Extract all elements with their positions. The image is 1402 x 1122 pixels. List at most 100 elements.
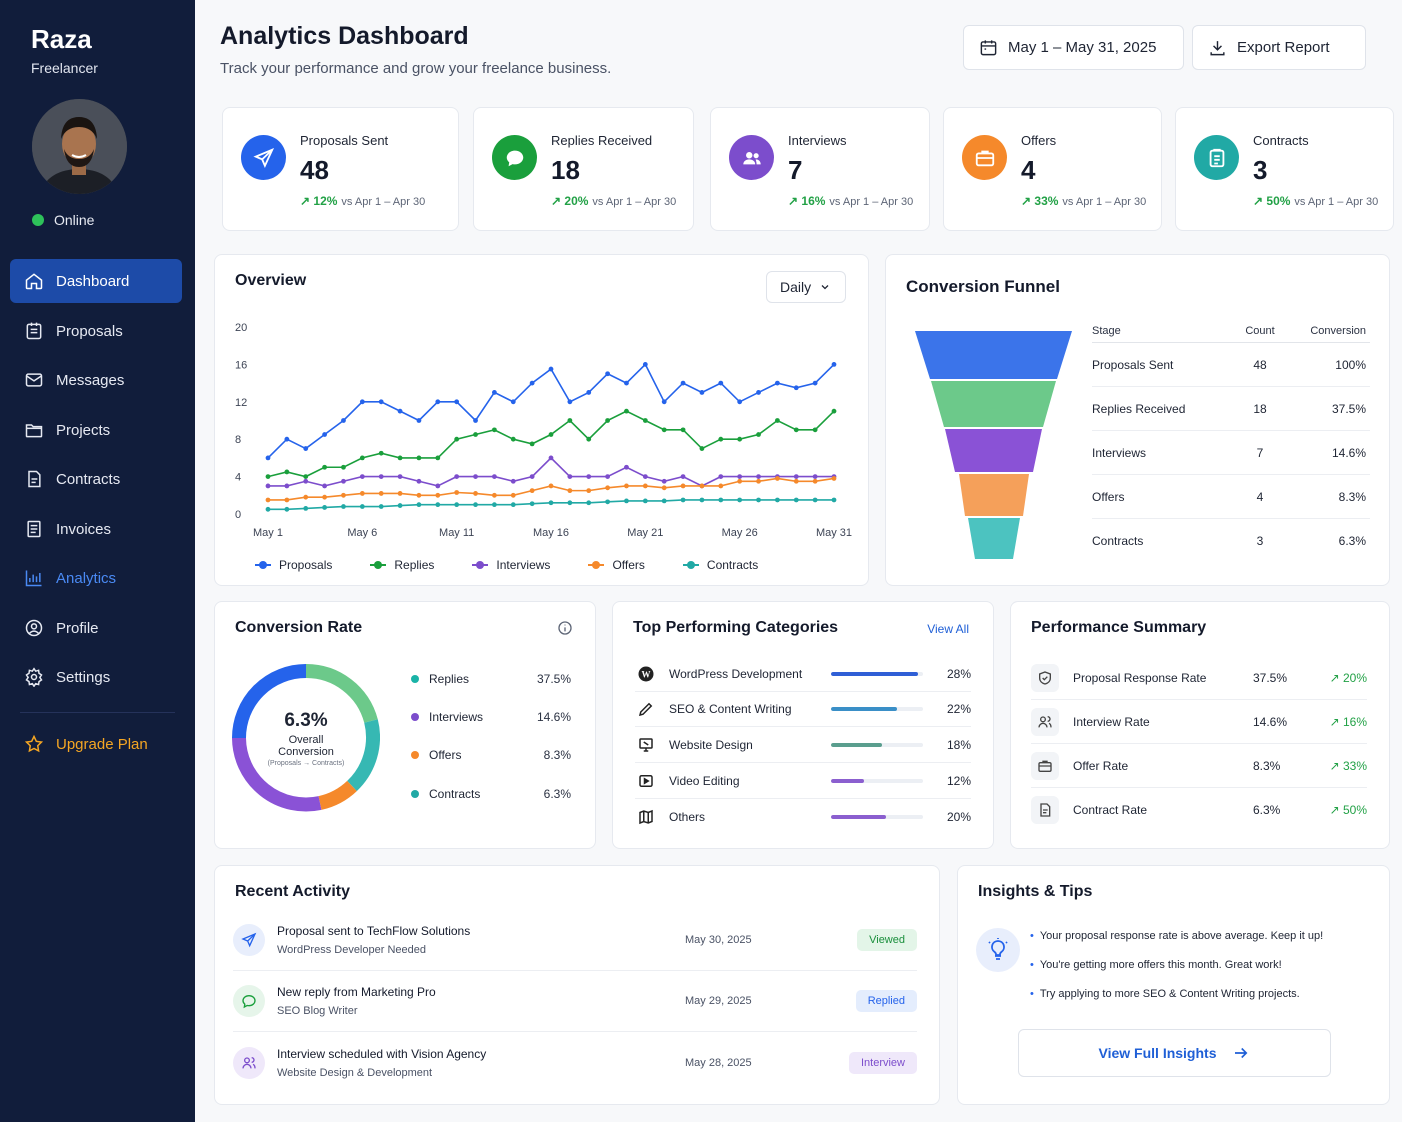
table-row[interactable]: Proposal sent to TechFlow Solutions WordP… — [233, 910, 917, 971]
data-point-offers — [624, 483, 629, 489]
data-point-proposals — [586, 390, 592, 395]
donut-center-value: 6.3% — [284, 710, 328, 731]
mail-icon — [25, 373, 43, 387]
data-point-contracts — [322, 505, 327, 510]
list-item[interactable]: Website Design 18% — [635, 727, 971, 763]
overview-title: Overview — [235, 272, 307, 289]
nav-proposals[interactable]: Proposals — [10, 309, 182, 353]
design-icon — [635, 734, 657, 756]
view-full-insights-button[interactable]: View Full Insights — [1018, 1029, 1331, 1077]
legend-item[interactable]: Offers — [588, 558, 645, 572]
send-icon — [252, 147, 274, 168]
series-line-offers — [268, 477, 835, 501]
data-point-interviews — [661, 478, 667, 484]
list-item: Offers 8.3% — [411, 748, 571, 762]
donut-segment-contracts — [347, 719, 380, 792]
export-report-button[interactable]: Export Report — [1192, 25, 1366, 70]
list-item[interactable]: Video Editing 12% — [635, 763, 971, 799]
x-tick-label: May 1 — [253, 527, 283, 539]
nav-label: Invoices — [56, 520, 112, 538]
list-item[interactable]: Others 20% — [635, 799, 971, 835]
table-row[interactable]: Interview scheduled with Vision Agency We… — [233, 1032, 917, 1093]
nav-contracts[interactable]: Contracts — [10, 457, 182, 501]
data-point-proposals — [775, 380, 780, 386]
funnel-segment-replies — [931, 381, 1056, 427]
kpi-trend: ↗ 12% vs Apr 1 – Apr 30 — [300, 194, 425, 208]
progress-fill — [831, 778, 865, 783]
nav-upgrade-plan[interactable]: Upgrade Plan — [10, 722, 182, 766]
data-point-contracts — [737, 497, 743, 503]
data-point-replies — [435, 455, 441, 461]
export-label: Export Report — [1237, 39, 1330, 56]
nav-settings[interactable]: Settings — [10, 655, 182, 699]
header-stage: Stage — [1092, 324, 1121, 337]
kpi-icon-bg — [729, 135, 774, 180]
legend-item[interactable]: Interviews — [472, 558, 550, 572]
data-point-offers — [492, 492, 497, 498]
data-point-offers — [756, 478, 761, 484]
nav-dashboard[interactable]: Dashboard — [10, 259, 182, 303]
nav-projects[interactable]: Projects — [10, 408, 182, 452]
date-range-label: May 1 – May 31, 2025 — [1008, 39, 1157, 56]
info-icon[interactable] — [557, 620, 573, 636]
data-point-offers — [378, 491, 384, 496]
donut-segment-proposals — [232, 664, 307, 739]
data-point-contracts — [605, 499, 610, 505]
data-point-interviews — [303, 478, 309, 484]
period-select[interactable]: Daily — [766, 271, 846, 303]
date-range-button[interactable]: May 1 – May 31, 2025 — [963, 25, 1184, 70]
analytics-icon — [25, 570, 42, 587]
status-badge: Replied — [855, 990, 917, 1012]
star-icon — [24, 734, 44, 753]
data-point-replies — [378, 450, 384, 456]
data-point-interviews — [435, 483, 441, 489]
kpi-change: ↗ 16% — [788, 194, 826, 208]
nav-messages[interactable]: Messages — [10, 358, 182, 402]
nav-analytics[interactable]: Analytics — [10, 556, 182, 600]
nav-invoices[interactable]: Invoices — [10, 507, 182, 551]
data-point-proposals — [284, 436, 290, 442]
data-point-proposals — [510, 399, 516, 405]
data-point-proposals — [567, 399, 573, 405]
view-all-link[interactable]: View All — [927, 622, 969, 636]
data-point-contracts — [303, 505, 309, 511]
legend-item[interactable]: Contracts — [682, 558, 758, 572]
data-point-interviews — [492, 474, 497, 479]
avatar[interactable] — [32, 99, 127, 194]
legend-item[interactable]: Proposals — [255, 558, 332, 572]
arrow-right-icon — [1235, 1047, 1248, 1059]
download-icon — [1210, 41, 1225, 56]
data-point-interviews — [341, 478, 346, 484]
data-point-contracts — [775, 497, 780, 503]
table-row[interactable]: New reply from Marketing Pro SEO Blog Wri… — [233, 971, 917, 1032]
data-point-interviews — [756, 474, 761, 479]
data-point-interviews — [642, 474, 648, 479]
funnel-segment-offers — [959, 474, 1029, 516]
nav-profile[interactable]: Profile — [10, 606, 182, 650]
funnel-graphic — [915, 331, 1072, 559]
data-point-offers — [510, 492, 516, 498]
kpi-label: Offers — [1021, 133, 1057, 148]
list-item[interactable]: W WordPress Development 28% — [635, 656, 971, 692]
data-point-proposals — [718, 380, 724, 386]
data-point-contracts — [548, 500, 554, 506]
users-icon — [1031, 707, 1059, 736]
data-point-contracts — [793, 497, 799, 503]
data-point-proposals — [756, 390, 761, 395]
donut-segment-replies — [305, 663, 378, 724]
data-point-proposals — [322, 432, 327, 437]
list-item: Proposal Response Rate 37.5% ↗ 20% — [1031, 656, 1367, 700]
data-point-proposals — [454, 399, 460, 405]
list-item[interactable]: SEO & Content Writing 22% — [635, 691, 971, 727]
funnel-segment-contracts — [968, 518, 1020, 559]
donut-center: 6.3% Overall Conversion (Proposals → Con… — [253, 710, 359, 767]
data-point-replies — [510, 436, 516, 442]
data-point-offers — [322, 494, 327, 500]
header-count: Count — [1245, 324, 1275, 337]
kpi-label: Replies Received — [551, 133, 653, 148]
online-status: Online — [32, 212, 94, 228]
data-point-interviews — [567, 474, 573, 479]
legend-item[interactable]: Replies — [370, 558, 434, 572]
data-point-proposals — [680, 380, 686, 386]
top-categories-card: Top Performing Categories View All W Wor… — [612, 601, 994, 849]
